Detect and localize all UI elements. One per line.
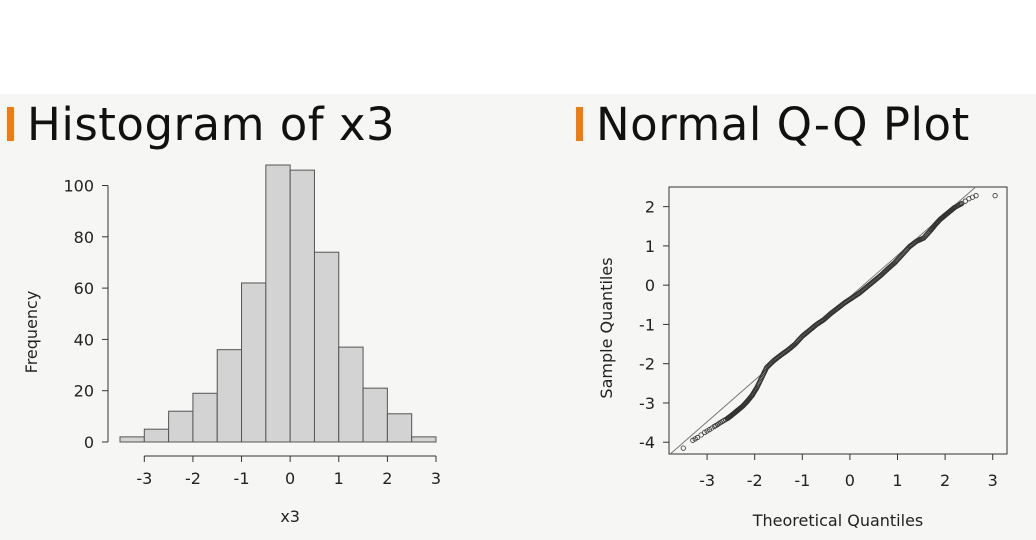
histogram-bar <box>338 346 364 443</box>
heading-accent-bar <box>7 107 14 141</box>
qq-y-tick-label: -1 <box>639 315 655 334</box>
histogram-bar <box>362 387 388 443</box>
histogram-bar <box>119 436 145 443</box>
qq-y-tick-label: 0 <box>645 276 655 295</box>
histogram-y-tick-label: 20 <box>74 382 94 401</box>
histogram-bar <box>265 164 291 443</box>
qq-point <box>973 193 979 199</box>
qq-point <box>962 198 968 204</box>
histogram-x-tick-label: -1 <box>234 469 250 488</box>
qq-x-tick-label: -3 <box>699 471 715 490</box>
qq-plot-title: Normal Q-Q Plot <box>596 97 970 151</box>
qq-point <box>992 193 998 199</box>
histogram-y-axis-label: Frequency <box>22 291 41 374</box>
qq-x-axis-label: Theoretical Quantiles <box>752 511 924 530</box>
histogram-bars <box>119 164 437 443</box>
qq-y-tick-label: 1 <box>645 237 655 256</box>
histogram-x-tick-label: -3 <box>136 469 152 488</box>
histogram-bar <box>289 169 315 443</box>
histogram-x-axis-label: x3 <box>280 507 300 526</box>
histogram-heading: Histogram of x3 <box>7 96 395 152</box>
histogram-x-tick-label: 3 <box>431 469 441 488</box>
histogram-bar <box>143 428 170 443</box>
qq-plot-chart: -3 -2 -1 0 1 2 3 -4 -3 -2 -1 0 1 2 Theoretical Quant… <box>597 186 1008 530</box>
histogram-y-tick-label: 40 <box>74 330 94 349</box>
histogram-x-tick-label: 1 <box>334 469 344 488</box>
qq-x-ticks: -3 -2 -1 0 1 2 3 <box>699 454 998 490</box>
qq-points <box>680 193 998 451</box>
qq-y-tick-label: 2 <box>645 198 655 217</box>
histogram-y-tick-label: 80 <box>74 228 94 247</box>
qq-point <box>698 432 704 438</box>
histogram-y-tick-label: 60 <box>74 279 94 298</box>
histogram-x-tick-label: 2 <box>382 469 392 488</box>
qq-x-tick-label: 0 <box>845 471 855 490</box>
histogram-bar <box>192 392 218 443</box>
histogram-bar <box>386 413 413 443</box>
histogram-x-ticks: -3 -2 -1 0 1 2 3 <box>136 456 441 488</box>
qq-x-tick-label: 3 <box>988 471 998 490</box>
histogram-bar <box>216 349 243 443</box>
qq-point <box>959 200 965 207</box>
histogram-x-tick-label: 0 <box>285 469 295 488</box>
histogram-x-tick-label: -2 <box>185 469 201 488</box>
qq-y-tick-label: -4 <box>639 433 655 452</box>
qq-y-tick-label: -2 <box>639 355 655 374</box>
qq-y-axis-label: Sample Quantiles <box>597 257 616 398</box>
histogram-bar <box>411 436 437 443</box>
heading-accent-bar <box>576 107 583 141</box>
histogram-y-tick-label: 100 <box>63 177 94 196</box>
qq-point <box>680 445 686 451</box>
qq-y-ticks: -4 -3 -2 -1 0 1 2 <box>639 198 669 452</box>
histogram-title: Histogram of x3 <box>27 97 396 151</box>
qq-y-tick-label: -3 <box>639 394 655 413</box>
qq-x-tick-label: 2 <box>940 471 950 490</box>
histogram-chart: -3 -2 -1 0 1 2 3 0 20 40 60 80 100 x3 Frequency <box>22 164 441 526</box>
qq-plot-frame <box>668 186 1008 455</box>
qq-x-tick-label: -1 <box>794 471 810 490</box>
qq-x-tick-label: -2 <box>747 471 763 490</box>
histogram-bar <box>313 251 340 443</box>
qq-x-tick-label: 1 <box>892 471 902 490</box>
slide-background <box>0 94 1036 540</box>
histogram-y-ticks: 0 20 40 60 80 100 <box>63 177 108 452</box>
qq-point <box>694 434 701 441</box>
histogram-bar <box>168 410 194 443</box>
histogram-y-tick-label: 0 <box>84 433 94 452</box>
histogram-bar <box>241 282 267 443</box>
qq-plot-heading: Normal Q-Q Plot <box>576 96 970 152</box>
